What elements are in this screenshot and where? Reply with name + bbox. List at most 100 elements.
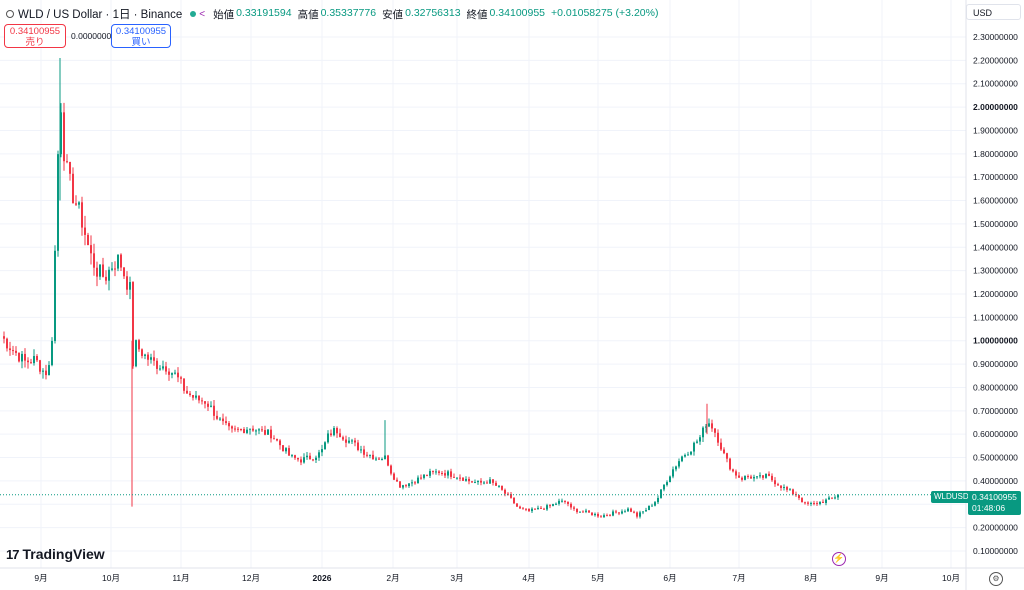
candle-body bbox=[801, 498, 803, 503]
candle-body bbox=[408, 483, 410, 487]
sell-price: 0.34100955 bbox=[9, 26, 61, 37]
candle-body bbox=[504, 489, 506, 494]
candle-body bbox=[813, 503, 815, 505]
candle-body bbox=[642, 511, 644, 513]
candle-body bbox=[648, 505, 650, 511]
candle-body bbox=[288, 448, 290, 456]
candle-body bbox=[267, 429, 269, 435]
candle-body bbox=[93, 253, 95, 268]
currency-selector[interactable]: USD bbox=[966, 4, 1021, 20]
candle-body bbox=[675, 466, 677, 470]
y-tick-label: 0.80000000 bbox=[973, 382, 1018, 392]
settings-icon[interactable]: ⚙ bbox=[989, 572, 1003, 586]
candle-body bbox=[615, 511, 617, 513]
candle-body bbox=[252, 428, 254, 431]
candle-body bbox=[432, 471, 434, 473]
candle-body bbox=[765, 473, 767, 478]
y-tick-label: 0.10000000 bbox=[973, 546, 1018, 556]
candle-body bbox=[672, 469, 674, 477]
candle-body bbox=[126, 276, 128, 290]
y-tick-label: 1.10000000 bbox=[973, 312, 1018, 322]
lightning-icon[interactable]: ⚡ bbox=[832, 552, 846, 566]
x-tick-label: 4月 bbox=[522, 573, 535, 583]
sell-label: 売り bbox=[25, 37, 45, 48]
candle-body bbox=[282, 445, 284, 452]
candle-body bbox=[306, 455, 308, 458]
candle-body bbox=[627, 508, 629, 512]
price-axis[interactable]: 0.100000000.200000000.300000000.40000000… bbox=[973, 32, 1018, 556]
candle-body bbox=[468, 478, 470, 482]
buy-button[interactable]: 0.34100955 買い bbox=[111, 24, 171, 48]
candle-body bbox=[99, 264, 101, 277]
candle-body bbox=[825, 499, 827, 503]
candle-body bbox=[621, 511, 623, 514]
candle-body bbox=[555, 503, 557, 505]
market-status-icon[interactable] bbox=[190, 11, 197, 17]
candle-body bbox=[240, 428, 242, 430]
sell-button[interactable]: 0.34100955 売り bbox=[4, 24, 66, 48]
candle-body bbox=[51, 340, 53, 366]
candle-body bbox=[213, 405, 215, 416]
y-tick-label: 1.90000000 bbox=[973, 125, 1018, 135]
symbol-price-tag: WLDUSD bbox=[931, 491, 972, 503]
candle-body bbox=[741, 477, 743, 480]
x-tick-label: 10月 bbox=[942, 573, 960, 583]
candle-body bbox=[783, 486, 785, 488]
candle-body bbox=[531, 508, 533, 512]
y-tick-label: 2.10000000 bbox=[973, 79, 1018, 89]
candle-body bbox=[174, 372, 176, 374]
candle-body bbox=[747, 476, 749, 478]
candle-body bbox=[456, 477, 458, 479]
candle-body bbox=[597, 513, 599, 517]
candle-body bbox=[750, 476, 752, 479]
y-tick-label: 0.50000000 bbox=[973, 453, 1018, 463]
candle-body bbox=[762, 475, 764, 478]
candle-body bbox=[375, 458, 377, 460]
candle-body bbox=[249, 428, 251, 430]
candle-body bbox=[780, 485, 782, 488]
candle-body bbox=[519, 506, 521, 509]
candle-body bbox=[366, 454, 368, 456]
candle-body bbox=[723, 449, 725, 454]
candle-body bbox=[186, 390, 188, 394]
candle-body bbox=[678, 461, 680, 467]
candle-body bbox=[105, 276, 107, 281]
candle-body bbox=[837, 494, 839, 498]
candle-body bbox=[15, 350, 17, 353]
candle-body bbox=[219, 418, 221, 420]
candle-body bbox=[756, 476, 758, 478]
tradingview-logo[interactable]: 17 TradingView bbox=[6, 546, 105, 562]
candle-body bbox=[711, 423, 713, 429]
candle-body bbox=[414, 482, 416, 484]
share-icon[interactable]: < bbox=[199, 8, 206, 20]
candle-body bbox=[318, 452, 320, 458]
x-tick-label: 10月 bbox=[102, 573, 120, 583]
time-axis[interactable]: 9月 10月 11月 12月 2026 2月 3月 4月 5月 6月 7月 8月 9月 10月 bbox=[34, 573, 960, 583]
candle-body bbox=[735, 471, 737, 476]
candle-body bbox=[459, 477, 461, 479]
y-tick-label: 1.20000000 bbox=[973, 289, 1018, 299]
symbol-info[interactable]: WLD / US Dollar · 1日 · Binance bbox=[6, 6, 182, 22]
candle-body bbox=[567, 501, 569, 504]
candle-body bbox=[258, 429, 260, 431]
candle-body bbox=[24, 353, 26, 361]
y-tick-label: 1.40000000 bbox=[973, 242, 1018, 252]
candle-body bbox=[177, 372, 179, 378]
candle-body bbox=[378, 458, 380, 460]
candle-body bbox=[684, 455, 686, 457]
candle-body bbox=[789, 489, 791, 491]
y-tick-label: 1.30000000 bbox=[973, 266, 1018, 276]
candle-body bbox=[798, 495, 800, 499]
chart-header: WLD / US Dollar · 1日 · Binance < 始値 0.33… bbox=[6, 6, 662, 22]
candle-body bbox=[579, 511, 581, 513]
candle-body bbox=[450, 471, 452, 477]
candle-body bbox=[630, 508, 632, 512]
candle-body bbox=[576, 508, 578, 513]
candle-body bbox=[231, 426, 233, 429]
candle-body bbox=[189, 393, 191, 395]
candle-body bbox=[336, 427, 338, 434]
candle-body bbox=[486, 482, 488, 484]
candle-body bbox=[285, 448, 287, 452]
candle-body bbox=[534, 508, 536, 510]
